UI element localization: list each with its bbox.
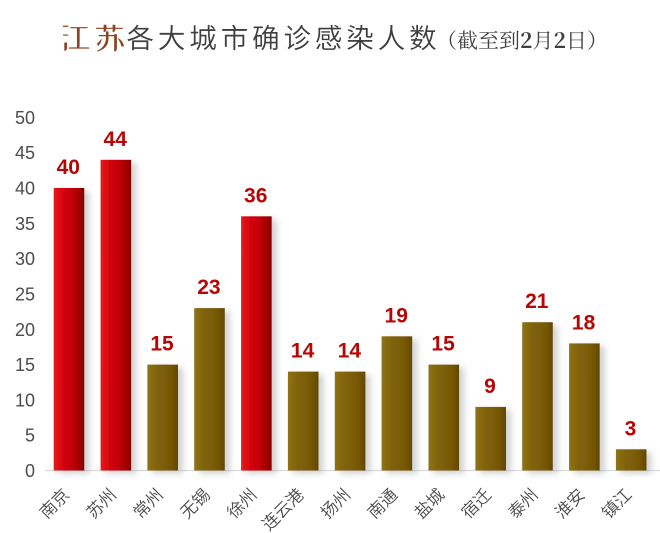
svg-text:15: 15: [150, 333, 174, 356]
svg-text:40: 40: [57, 156, 80, 179]
svg-text:35: 35: [15, 214, 35, 234]
svg-text:45: 45: [15, 143, 35, 163]
svg-text:3: 3: [625, 417, 637, 440]
svg-text:21: 21: [525, 290, 549, 313]
svg-text:10: 10: [15, 390, 35, 410]
svg-text:44: 44: [104, 128, 128, 151]
svg-text:19: 19: [385, 304, 408, 327]
svg-text:20: 20: [15, 320, 35, 340]
svg-text:14: 14: [291, 340, 315, 363]
svg-text:30: 30: [15, 249, 35, 269]
svg-text:23: 23: [197, 276, 220, 299]
svg-text:15: 15: [15, 355, 35, 375]
svg-text:18: 18: [572, 311, 596, 334]
svg-text:36: 36: [244, 184, 267, 207]
svg-text:5: 5: [25, 426, 35, 446]
svg-text:0: 0: [25, 461, 35, 481]
svg-text:9: 9: [484, 375, 496, 398]
svg-text:14: 14: [338, 340, 362, 363]
svg-text:25: 25: [15, 284, 35, 304]
svg-text:50: 50: [15, 108, 35, 128]
svg-text:15: 15: [431, 333, 455, 356]
svg-text:40: 40: [15, 179, 35, 199]
